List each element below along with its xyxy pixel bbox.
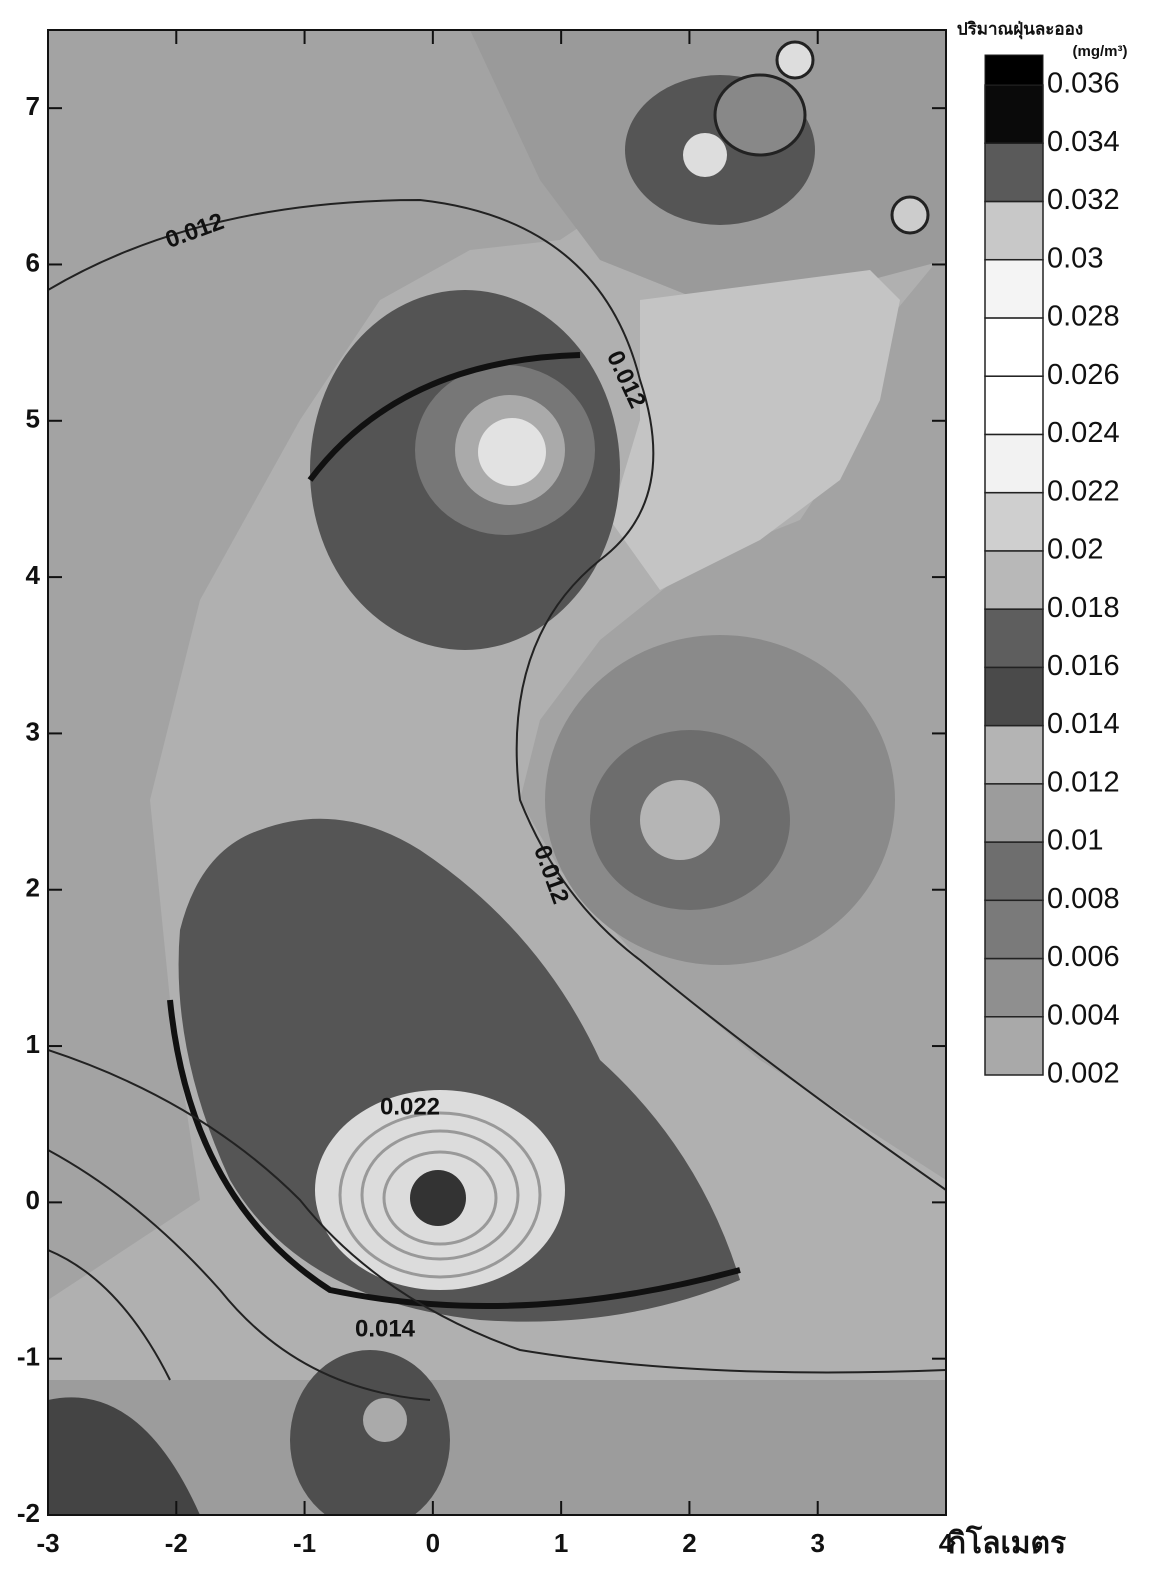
colorbar-bin — [985, 493, 1043, 551]
y-tick-label: 1 — [26, 1029, 40, 1059]
colorbar-bin — [985, 201, 1043, 259]
y-tick-label: 4 — [26, 560, 41, 590]
y-tick-label: -2 — [17, 1498, 40, 1528]
y-tick-label: 2 — [26, 873, 40, 903]
colorbar-label: 0.002 — [1047, 1058, 1120, 1090]
colorbar-label: 0.022 — [1047, 475, 1120, 507]
colorbar-title: ปริมาณฝุ่นละออง — [957, 19, 1083, 39]
colorbar-label: 0.018 — [1047, 592, 1120, 624]
x-tick-label: 1 — [554, 1528, 568, 1558]
colorbar-label: 0.012 — [1047, 766, 1120, 798]
colorbar-bin — [985, 376, 1043, 434]
colorbar-unit: (mg/m³) — [1073, 43, 1128, 60]
chart: กิโลเมตร ปริมาณฝุ่นละออง (mg/m³) -3-2-10… — [0, 0, 1151, 1569]
contour-field — [48, 30, 946, 1530]
x-axis-label: กิโลเมตร — [948, 1524, 1066, 1560]
colorbar-bin — [985, 609, 1043, 667]
y-tick-label: 5 — [26, 404, 40, 434]
y-tick-label: 7 — [26, 91, 40, 121]
colorbar-bin — [985, 842, 1043, 900]
colorbar-label: 0.024 — [1047, 417, 1120, 449]
contour-label: 0.022 — [380, 1093, 440, 1120]
contour-label: 0.014 — [355, 1315, 416, 1342]
y-tick-label: 3 — [26, 716, 40, 746]
colorbar-label: 0.01 — [1047, 825, 1103, 857]
colorbar-label: 0.014 — [1047, 708, 1120, 740]
colorbar-bin — [985, 1017, 1043, 1075]
colorbar-label: 0.034 — [1047, 126, 1120, 158]
x-tick-label: 4 — [939, 1528, 954, 1558]
colorbar-label: 0.006 — [1047, 941, 1120, 973]
colorbar-bin — [985, 143, 1043, 201]
colorbar-label: 0.008 — [1047, 883, 1120, 915]
colorbar-bin — [985, 900, 1043, 958]
colorbar-label: 0.016 — [1047, 650, 1120, 682]
x-tick-label: -3 — [36, 1528, 59, 1558]
colorbar-label: 0.004 — [1047, 999, 1120, 1031]
y-tick-label: -1 — [17, 1342, 40, 1372]
colorbar-bin — [985, 959, 1043, 1017]
x-tick-label: -1 — [293, 1528, 316, 1558]
colorbar-bin — [985, 726, 1043, 784]
x-tick-label: 3 — [810, 1528, 824, 1558]
colorbar-label: 0.03 — [1047, 242, 1103, 274]
x-tick-label: -2 — [165, 1528, 188, 1558]
colorbar-label: 0.032 — [1047, 184, 1120, 216]
y-tick-label: 0 — [26, 1185, 40, 1215]
colorbar-bin — [985, 667, 1043, 725]
colorbar-bin — [985, 434, 1043, 492]
colorbar-label: 0.02 — [1047, 534, 1103, 566]
colorbar-label: 0.036 — [1047, 68, 1120, 100]
colorbar-bin — [985, 318, 1043, 376]
colorbar-bin — [985, 85, 1043, 143]
colorbar-label: 0.028 — [1047, 301, 1120, 333]
colorbar-cap — [985, 55, 1043, 85]
colorbar-bin — [985, 260, 1043, 318]
colorbar-bin — [985, 784, 1043, 842]
x-tick-label: 2 — [682, 1528, 696, 1558]
x-tick-label: 0 — [426, 1528, 440, 1558]
colorbar-label: 0.026 — [1047, 359, 1120, 391]
colorbar-bin — [985, 551, 1043, 609]
y-tick-label: 6 — [26, 247, 40, 277]
